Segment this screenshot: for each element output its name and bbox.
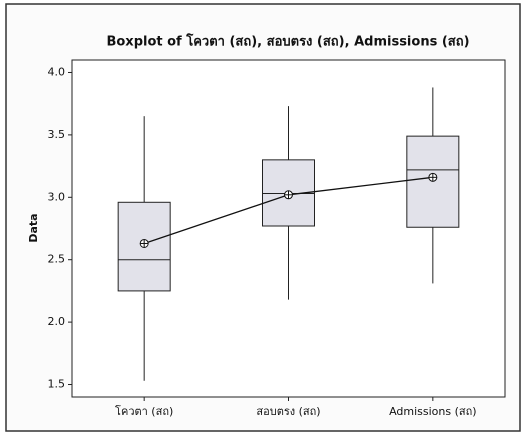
y-tick-label: 3.5 (48, 128, 66, 141)
chart-title: Boxplot of โควตา (สถ), สอบตรง (สถ), Admi… (106, 33, 469, 50)
y-axis-label: Data (27, 213, 40, 242)
y-tick-label: 3.0 (48, 190, 66, 203)
x-tick-label: สอบตรง (สถ) (256, 405, 320, 418)
mean-marker (139, 238, 149, 248)
y-tick-label: 1.5 (48, 378, 66, 391)
x-tick-label: Admissions (สถ) (389, 405, 477, 418)
y-tick-label: 2.5 (48, 253, 66, 266)
y-tick-label: 4.0 (48, 65, 66, 78)
y-tick-label: 2.0 (48, 315, 66, 328)
mean-marker (428, 172, 438, 182)
x-tick-label: โควตา (สถ) (115, 404, 173, 418)
mean-marker (284, 190, 293, 200)
